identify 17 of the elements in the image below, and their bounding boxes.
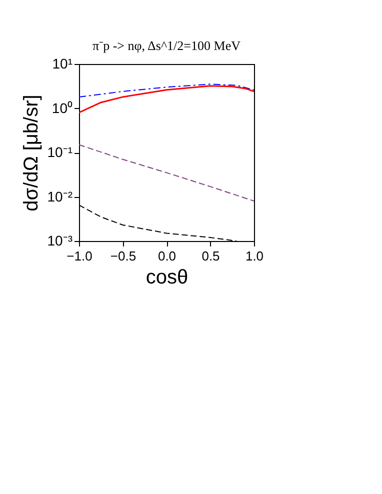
x-tick-label: −0.5 [110, 248, 136, 264]
line-series [79, 84, 254, 98]
x-tick-label: 0.0 [158, 248, 176, 264]
line-series [79, 204, 237, 241]
y-tick-label: 10⁻¹ [47, 144, 73, 160]
chart-title: π⁻p -> nφ, Δs^1/2=100 MeV [92, 38, 242, 53]
x-axis-title: cosθ [146, 266, 188, 288]
line-series [79, 85, 254, 114]
x-tick-label: 1.0 [245, 248, 264, 264]
y-tick-label: 10¹ [52, 56, 73, 72]
y-axis-title: dσ/dΩ [μb/sr] [20, 94, 42, 212]
line-series [79, 144, 254, 202]
y-tick-label: 10⁰ [52, 100, 72, 116]
x-tick-label: −1.0 [66, 248, 92, 264]
y-tick-label: 10⁻³ [47, 232, 73, 248]
x-tick-label: 0.5 [202, 248, 220, 264]
y-tick-label: 10⁻² [47, 188, 73, 204]
